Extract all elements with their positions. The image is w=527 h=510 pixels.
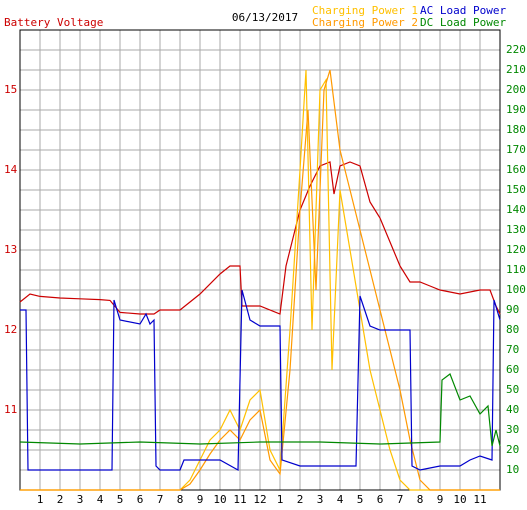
y2-tick-label: 50 (506, 383, 519, 396)
x-tick-label: 11 (233, 493, 246, 506)
legend-label: Charging Power 2 (312, 16, 418, 29)
y-tick-label: 14 (4, 163, 18, 176)
x-tick-label: 10 (453, 493, 466, 506)
y-tick-label: 15 (4, 83, 17, 96)
x-tick-label: 4 (97, 493, 104, 506)
y2-tick-label: 80 (506, 323, 519, 336)
y-tick-label: 13 (4, 243, 17, 256)
chart-title: 06/13/2017 (232, 11, 298, 24)
y2-tick-label: 200 (506, 83, 526, 96)
y2-tick-label: 100 (506, 283, 526, 296)
x-tick-label: 2 (297, 493, 304, 506)
x-tick-label: 2 (57, 493, 64, 506)
series-line (19, 161, 501, 315)
x-tick-label: 11 (473, 493, 486, 506)
x-tick-label: 5 (117, 493, 124, 506)
y2-tick-label: 90 (506, 303, 519, 316)
series-line (19, 373, 501, 447)
x-tick-label: 9 (197, 493, 204, 506)
x-tick-label: 7 (397, 493, 404, 506)
series-line (20, 69, 500, 491)
y2-tick-label: 190 (506, 103, 526, 116)
x-tick-label: 5 (357, 493, 364, 506)
x-tick-label: 8 (177, 493, 184, 506)
x-tick-label: 9 (437, 493, 444, 506)
y2-tick-label: 170 (506, 143, 526, 156)
y-tick-label: 12 (4, 323, 17, 336)
y-tick-label: 11 (4, 403, 17, 416)
y2-tick-label: 150 (506, 183, 526, 196)
y2-tick-label: 140 (506, 203, 526, 216)
y2-tick-label: 30 (506, 423, 519, 436)
y2-tick-label: 220 (506, 43, 526, 56)
x-tick-label: 8 (417, 493, 424, 506)
y2-tick-label: 120 (506, 243, 526, 256)
x-tick-label: 4 (337, 493, 344, 506)
x-tick-label: 10 (213, 493, 226, 506)
y2-tick-label: 160 (506, 163, 526, 176)
series-line (20, 289, 501, 472)
legend-label: Charging Power 1 (312, 4, 418, 17)
y2-tick-label: 110 (506, 263, 526, 276)
y2-tick-label: 70 (506, 343, 519, 356)
y2-tick-label: 130 (506, 223, 526, 236)
legend-label: Battery Voltage (4, 16, 103, 29)
legend-label: DC Load Power (420, 16, 506, 29)
y2-tick-label: 10 (506, 463, 519, 476)
x-tick-label: 7 (157, 493, 164, 506)
x-tick-label: 3 (317, 493, 324, 506)
y2-tick-label: 180 (506, 123, 526, 136)
x-tick-label: 1 (37, 493, 44, 506)
plot-border (19, 29, 501, 491)
x-tick-label: 12 (253, 493, 266, 506)
y2-tick-label: 40 (506, 403, 519, 416)
x-tick-label: 1 (277, 493, 284, 506)
x-tick-label: 3 (77, 493, 84, 506)
x-tick-label: 6 (137, 493, 144, 506)
series-line (20, 69, 500, 491)
y2-tick-label: 210 (506, 63, 526, 76)
x-tick-label: 6 (377, 493, 384, 506)
y2-tick-label: 60 (506, 363, 519, 376)
y2-tick-label: 20 (506, 443, 519, 456)
legend-label: AC Load Power (420, 4, 506, 17)
